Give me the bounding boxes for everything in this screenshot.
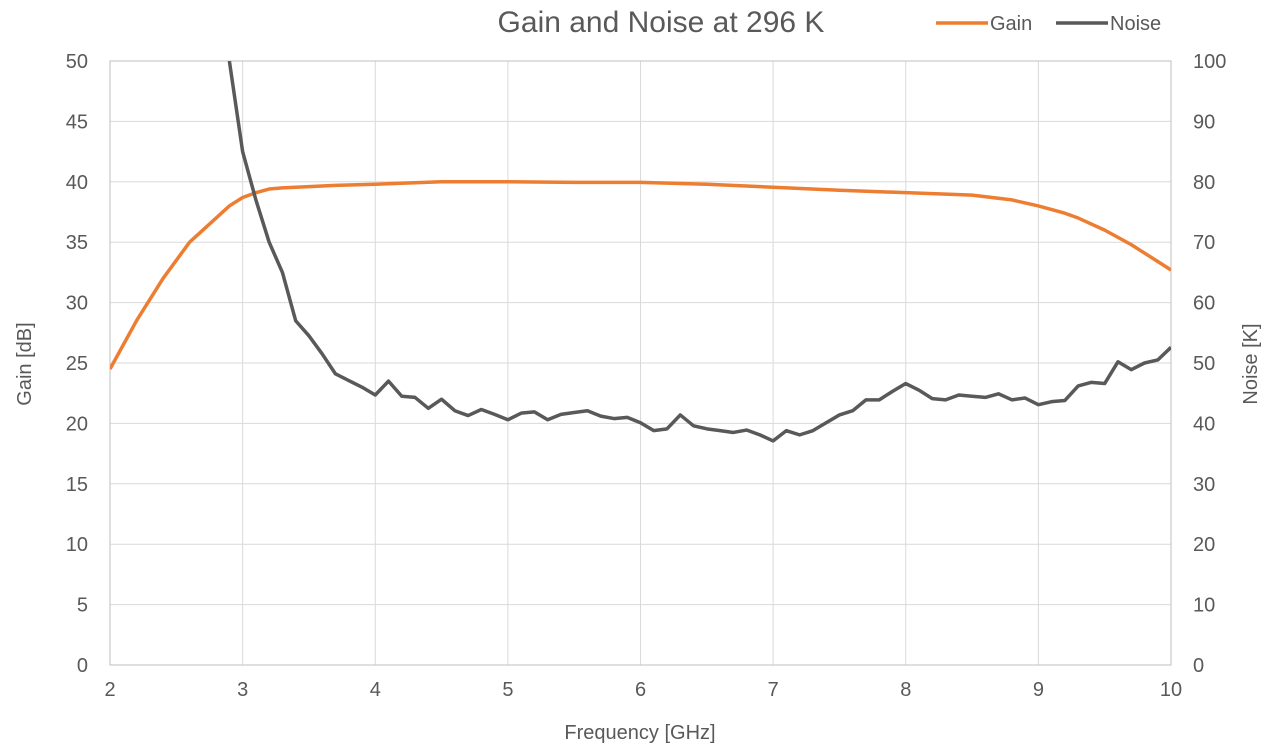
x-tick-label: 2 <box>104 679 115 701</box>
y-left-tick-label: 45 <box>66 111 88 133</box>
plot-area-border <box>109 60 1172 666</box>
series-layer <box>110 61 1171 443</box>
y-left-tick-label: 25 <box>66 353 88 375</box>
y-right-tick-label: 100 <box>1193 51 1226 73</box>
y-right-tick-label: 0 <box>1193 655 1204 677</box>
y-axis-left-title: Gain [dB] <box>14 322 36 405</box>
y-right-tick-label: 40 <box>1193 413 1215 435</box>
y-left-tick-label: 35 <box>66 232 88 254</box>
gridlines <box>109 60 1172 666</box>
series-line-gain <box>110 180 1171 370</box>
y-left-tick-label: 50 <box>66 51 88 73</box>
y-right-tick-label: 90 <box>1193 111 1215 133</box>
y-left-tick-label: 15 <box>66 474 88 496</box>
y-left-tick-label: 5 <box>77 595 88 617</box>
legend: Gain Noise <box>936 13 1161 35</box>
x-tick-label: 10 <box>1160 679 1182 701</box>
legend-label-gain: Gain <box>990 13 1032 35</box>
y-left-tick-label: 30 <box>66 293 88 315</box>
x-tick-label: 8 <box>900 679 911 701</box>
y-right-tick-label: 10 <box>1193 595 1215 617</box>
y-right-tick-label: 30 <box>1193 474 1215 496</box>
y-right-tick-label: 50 <box>1193 353 1215 375</box>
x-tick-label: 3 <box>237 679 248 701</box>
y-axis-right-title: Noise [K] <box>1240 323 1262 404</box>
legend-label-noise: Noise <box>1110 13 1161 35</box>
y-left-tick-label: 0 <box>77 655 88 677</box>
y-right-tick-label: 80 <box>1193 172 1215 194</box>
y-left-tick-label: 10 <box>66 534 88 556</box>
series-line-noise <box>227 61 1171 443</box>
x-tick-label: 7 <box>768 679 779 701</box>
x-axis-title: Frequency [GHz] <box>564 722 715 744</box>
y-left-tick-label: 40 <box>66 172 88 194</box>
y-right-tick-label: 60 <box>1193 293 1215 315</box>
axes: 0510152025303540455001020304050607080901… <box>66 51 1227 701</box>
chart-title: Gain and Noise at 296 K <box>498 6 825 39</box>
x-tick-label: 9 <box>1033 679 1044 701</box>
x-tick-label: 5 <box>502 679 513 701</box>
y-left-tick-label: 20 <box>66 413 88 435</box>
x-tick-label: 4 <box>370 679 381 701</box>
x-tick-label: 6 <box>635 679 646 701</box>
y-right-tick-label: 70 <box>1193 232 1215 254</box>
y-right-tick-label: 20 <box>1193 534 1215 556</box>
